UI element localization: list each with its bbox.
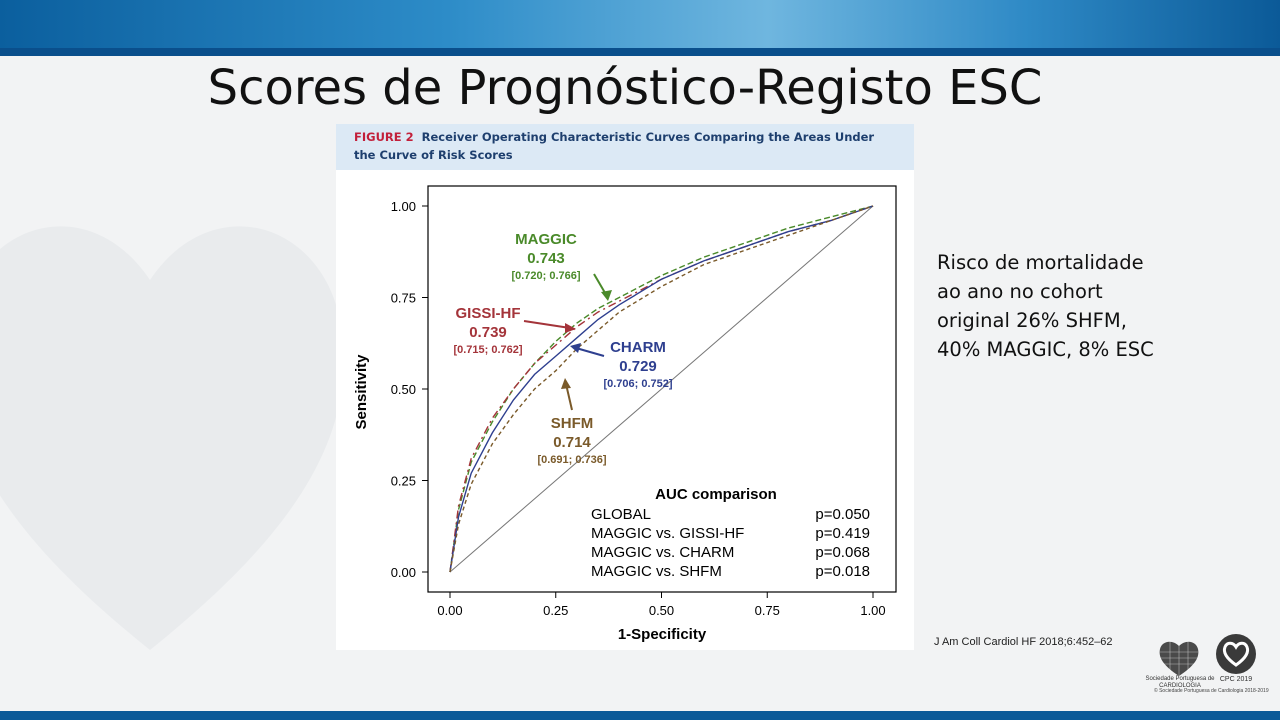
y-tick-label: 0.75 <box>391 291 416 306</box>
bottom-bar <box>0 711 1280 720</box>
roc-curve-shfm <box>449 205 874 573</box>
auc-comparison-title: AUC comparison <box>655 486 777 503</box>
x-tick-label: 0.25 <box>543 603 568 618</box>
banner-stripe <box>0 48 1280 56</box>
gissi-arrow <box>523 320 571 329</box>
reference-diagonal <box>449 205 874 573</box>
maggic-label: MAGGIC <box>515 231 577 248</box>
side-note-line-3: original 26% SHFM, <box>937 309 1127 332</box>
maggic-arrowhead <box>601 290 612 301</box>
shfm-label: SHFM <box>551 415 594 432</box>
x-tick-label: 1.00 <box>860 603 885 618</box>
auc-row-p-3: p=0.018 <box>815 563 870 580</box>
gissi-arrowhead <box>565 323 576 333</box>
roc-chart: 0.00 0.25 0.50 0.75 1.00 0.00 0.25 0.50 0.75 1.0… <box>353 185 897 643</box>
shfm-auc: 0.714 <box>553 434 591 451</box>
chart-panel: 0.00 0.25 0.50 0.75 1.00 0.00 0.25 0.50 0.75 1.0… <box>336 170 914 650</box>
y-tick-label: 0.25 <box>391 474 416 489</box>
figure-caption-text: Receiver Operating Characteristic Curves… <box>354 130 875 162</box>
roc-curve-maggic <box>449 205 874 573</box>
figure-caption: FIGURE 2 Receiver Operating Characterist… <box>336 124 914 170</box>
auc-row-label-0: GLOBAL <box>591 506 651 523</box>
spc-logo-icon <box>1159 640 1199 676</box>
roc-curves <box>449 205 874 573</box>
charm-label: CHARM <box>610 339 666 356</box>
spc-logo-text: Sociedade Portuguesa de CARDIOLOGIA <box>1145 676 1215 689</box>
maggic-ci: [0.720; 0.766] <box>511 270 580 282</box>
y-axis: 0.00 0.25 0.50 0.75 1.00 <box>391 199 428 580</box>
side-note-line-4: 40% MAGGIC, 8% ESC <box>937 338 1154 361</box>
x-axis-label: 1-Specificity <box>618 626 707 643</box>
auc-row-label-1: MAGGIC vs. GISSI-HF <box>591 525 744 542</box>
top-banner <box>0 0 1280 56</box>
x-axis: 0.00 0.25 0.50 0.75 1.00 <box>437 592 886 618</box>
cpc-logo-text: CPC 2019 <box>1219 676 1253 683</box>
slide-title: Scores de Prognóstico-Registo ESC <box>207 60 1043 116</box>
auc-row-label-2: MAGGIC vs. CHARM <box>591 544 734 561</box>
x-tick-label: 0.00 <box>437 603 462 618</box>
charm-ci: [0.706; 0.752] <box>603 378 672 390</box>
y-axis-label: Sensitivity <box>353 354 370 430</box>
figure-label: FIGURE 2 <box>354 130 414 144</box>
citation: J Am Coll Cardiol HF 2018;6:452–62 <box>934 636 1113 648</box>
shfm-arrowhead <box>561 378 571 389</box>
footer-note: © Sociedade Portuguesa de Cardiologia 20… <box>1154 688 1269 694</box>
roc-curve-charm <box>449 205 874 573</box>
side-note-line-1: Risco de mortalidade <box>937 251 1144 274</box>
side-note-line-2: ao ano no cohort <box>937 280 1103 303</box>
side-note: Risco de mortalidade ao ano no cohort or… <box>937 248 1237 364</box>
y-tick-label: 0.00 <box>391 565 416 580</box>
gissi-auc: 0.739 <box>469 324 507 341</box>
charm-auc: 0.729 <box>619 358 657 375</box>
gissi-ci: [0.715; 0.762] <box>453 344 522 356</box>
roc-curve-gissi-hf <box>449 205 874 573</box>
maggic-auc: 0.743 <box>527 250 565 267</box>
y-tick-label: 1.00 <box>391 199 416 214</box>
cpc-logo <box>1216 634 1256 674</box>
x-tick-label: 0.50 <box>649 603 674 618</box>
auc-row-p-0: p=0.050 <box>815 506 870 523</box>
shfm-ci: [0.691; 0.736] <box>537 454 606 466</box>
y-tick-label: 0.50 <box>391 382 416 397</box>
charm-arrowhead <box>570 343 581 353</box>
auc-row-label-3: MAGGIC vs. SHFM <box>591 563 722 580</box>
auc-row-p-2: p=0.068 <box>815 544 870 561</box>
auc-row-p-1: p=0.419 <box>815 525 870 542</box>
cpc-heart-icon <box>1222 641 1250 667</box>
gissi-label: GISSI-HF <box>455 305 520 322</box>
background-heart-icon <box>0 226 344 650</box>
charm-arrow <box>575 347 605 357</box>
x-tick-label: 0.75 <box>755 603 780 618</box>
